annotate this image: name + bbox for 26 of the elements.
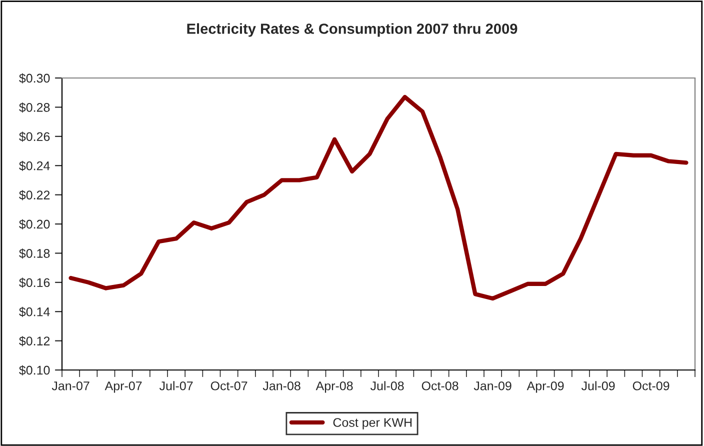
x-tick-label: Oct-08 [422, 381, 458, 390]
y-tick-label: $0.26 [19, 132, 50, 142]
y-tick-label: $0.28 [19, 102, 50, 113]
y-tick-label: $0.24 [19, 160, 50, 171]
chart-title: Electricity Rates & Consumption 2007 thru 2009 [187, 23, 518, 37]
line-series [68, 94, 688, 301]
y-tick-label: $0.16 [19, 278, 50, 288]
x-tick-label: Oct-09 [632, 381, 670, 390]
x-tick-label: Jan-08 [262, 381, 300, 390]
y-tick-label: $0.30 [19, 73, 50, 84]
x-tick-label: Apr-07 [104, 381, 142, 393]
y-tick-label: $0.12 [19, 336, 50, 346]
legend-label: Cost per KWH [333, 418, 412, 430]
y-tick-label: $0.14 [19, 306, 50, 317]
y-tick-label: $0.20 [19, 219, 50, 230]
x-tick-label: Jan-09 [474, 381, 512, 390]
x-tick-label: Oct-07 [210, 381, 248, 390]
x-tick-label: Jul-09 [581, 381, 615, 390]
x-tick-label: Jul-08 [370, 381, 404, 390]
x-tick-label: Apr-09 [526, 381, 564, 393]
x-tick-label: Jan-07 [52, 381, 90, 390]
y-tick-label: $0.18 [19, 248, 50, 259]
y-tick-label: $0.22 [19, 190, 50, 200]
y-tick-label: $0.10 [19, 365, 50, 376]
x-tick-label: Jul-07 [159, 381, 193, 390]
x-tick-label: Apr-08 [316, 381, 353, 393]
